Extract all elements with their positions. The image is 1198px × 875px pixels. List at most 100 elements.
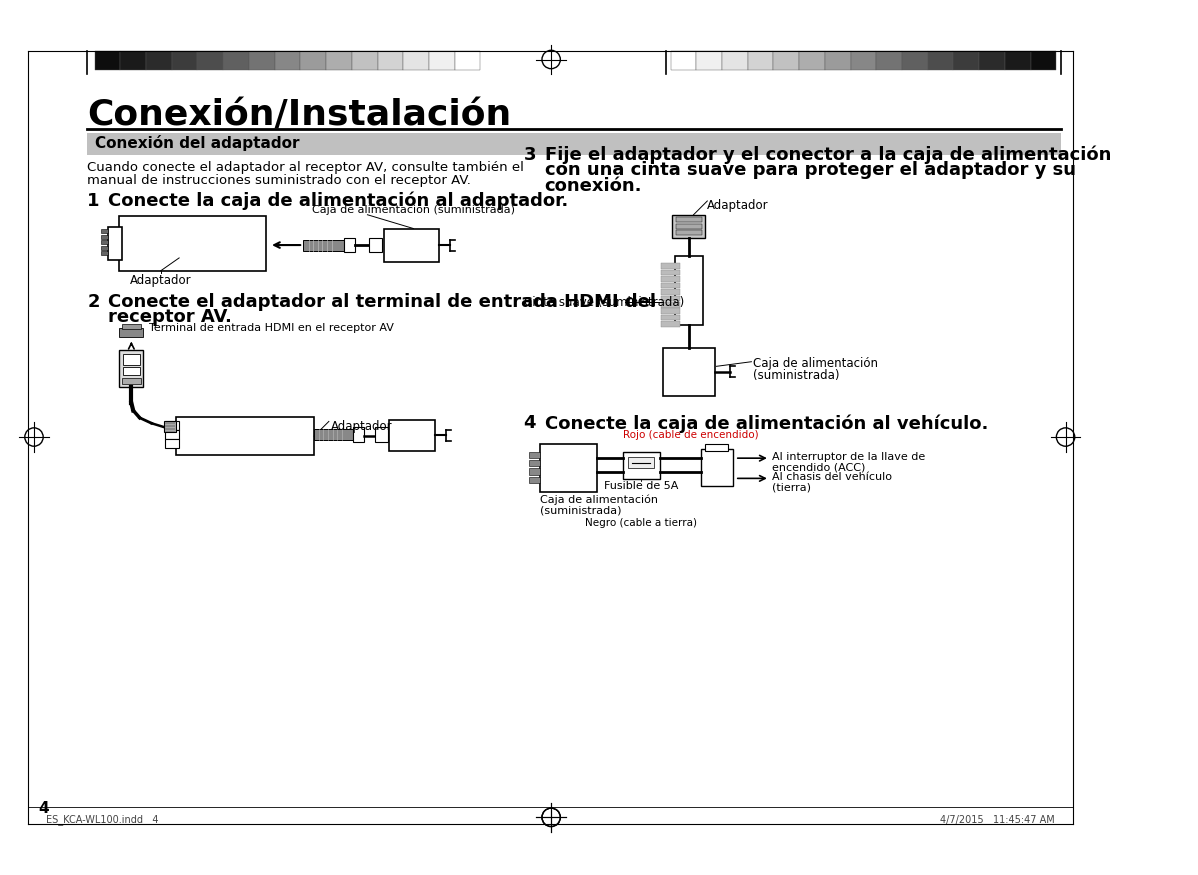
Bar	[95, 52, 120, 70]
Text: Adaptador: Adaptador	[331, 420, 392, 432]
Text: Conexión del adaptador: Conexión del adaptador	[95, 135, 300, 150]
Text: Adaptador: Adaptador	[707, 200, 769, 212]
Bar	[676, 218, 702, 222]
Bar	[706, 444, 728, 451]
Bar	[101, 229, 108, 233]
Bar	[101, 235, 108, 239]
Bar	[1030, 52, 1057, 70]
Bar	[223, 52, 249, 70]
Bar	[661, 270, 679, 276]
Bar	[120, 350, 144, 387]
Bar	[661, 276, 679, 282]
Text: ES_KCA-WL100.indd   4: ES_KCA-WL100.indd 4	[46, 815, 158, 825]
Bar	[171, 52, 198, 70]
Bar	[661, 283, 679, 288]
Bar	[661, 302, 679, 307]
Bar	[954, 52, 979, 70]
Text: Negro (cable a tierra): Negro (cable a tierra)	[585, 518, 697, 528]
Bar	[314, 429, 352, 440]
Text: encendido (ACC): encendido (ACC)	[772, 463, 865, 472]
Text: Al interruptor de la llave de: Al interruptor de la llave de	[772, 452, 925, 462]
Text: Al chasis del vehículo: Al chasis del vehículo	[772, 472, 891, 482]
Bar	[108, 227, 122, 260]
Bar	[101, 241, 108, 244]
Text: (tierra): (tierra)	[772, 483, 811, 493]
Bar	[676, 256, 703, 325]
Bar	[101, 251, 108, 255]
Text: conexión.: conexión.	[545, 177, 642, 195]
Bar	[122, 324, 140, 329]
Bar	[661, 263, 679, 269]
Bar	[345, 238, 356, 252]
Bar	[385, 228, 440, 262]
Bar	[389, 420, 435, 451]
Text: Cinta suave (suministrada): Cinta suave (suministrada)	[524, 296, 684, 309]
Bar	[851, 52, 876, 70]
Bar	[455, 52, 480, 70]
Text: Fusible de 5A: Fusible de 5A	[604, 481, 678, 491]
Text: Conexión/Instalación: Conexión/Instalación	[87, 98, 512, 132]
Bar	[375, 427, 388, 442]
Bar	[676, 224, 702, 228]
Bar	[623, 452, 660, 480]
Bar	[530, 452, 540, 458]
Bar	[146, 52, 171, 70]
Bar	[249, 52, 274, 70]
Bar	[352, 427, 364, 442]
Bar	[120, 328, 144, 337]
Text: 4: 4	[38, 801, 49, 816]
Bar	[176, 416, 314, 455]
Bar	[274, 52, 301, 70]
Bar	[301, 52, 326, 70]
Bar	[352, 52, 377, 70]
Text: (suministrada): (suministrada)	[540, 506, 622, 516]
Bar	[628, 458, 654, 468]
Text: Adaptador: Adaptador	[129, 275, 192, 288]
Bar	[1005, 52, 1030, 70]
Bar	[165, 428, 175, 430]
Text: 3: 3	[524, 146, 536, 164]
Text: receptor AV.: receptor AV.	[108, 309, 232, 326]
Text: Caja de alimentación: Caja de alimentación	[754, 357, 878, 370]
Bar	[696, 52, 722, 70]
Bar	[165, 430, 180, 439]
Bar	[825, 52, 851, 70]
Bar	[163, 422, 176, 432]
Text: Caja de alimentación (suministrada): Caja de alimentación (suministrada)	[313, 204, 515, 214]
Text: Cuando conecte el adaptador al receptor AV, consulte también el: Cuando conecte el adaptador al receptor …	[87, 160, 525, 173]
Bar	[369, 238, 382, 252]
Bar	[774, 52, 799, 70]
Text: Rojo (cable de encendido): Rojo (cable de encendido)	[623, 430, 758, 440]
Bar	[165, 430, 175, 432]
Bar	[122, 378, 140, 384]
Text: Conecte el adaptador al terminal de entrada HDMI del: Conecte el adaptador al terminal de entr…	[108, 293, 657, 311]
Text: Conecte la caja de alimentación al adaptador.: Conecte la caja de alimentación al adapt…	[108, 192, 569, 210]
Bar	[661, 296, 679, 301]
Bar	[123, 354, 140, 366]
Bar	[876, 52, 902, 70]
Bar	[722, 52, 748, 70]
Bar	[661, 315, 679, 320]
Bar	[672, 214, 706, 238]
Bar	[404, 52, 429, 70]
Text: 4/7/2015   11:45:47 AM: 4/7/2015 11:45:47 AM	[939, 815, 1054, 824]
Bar	[165, 421, 180, 430]
Bar	[326, 52, 352, 70]
Bar	[799, 52, 825, 70]
Bar	[661, 321, 679, 326]
Bar	[540, 444, 597, 492]
Bar	[676, 230, 702, 235]
Text: (suministrada): (suministrada)	[754, 369, 840, 382]
Bar	[165, 425, 175, 427]
Bar	[530, 468, 540, 475]
Text: 2: 2	[87, 293, 99, 311]
Text: Terminal de entrada HDMI en el receptor AV: Terminal de entrada HDMI en el receptor …	[149, 323, 394, 332]
Bar	[661, 309, 679, 314]
Bar	[927, 52, 954, 70]
Text: 4: 4	[524, 414, 536, 432]
Bar	[902, 52, 927, 70]
Bar	[979, 52, 1005, 70]
Text: Caja de alimentación: Caja de alimentación	[540, 495, 658, 506]
Bar	[661, 289, 679, 295]
Bar	[120, 52, 146, 70]
